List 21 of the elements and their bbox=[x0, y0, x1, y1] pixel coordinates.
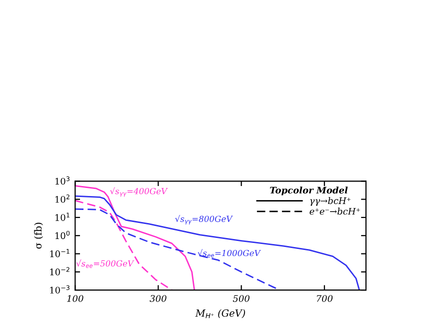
y-tick-label: 10$^{2}$ bbox=[55, 194, 70, 203]
x-tick-label: 500 bbox=[232, 295, 250, 302]
line-series bbox=[75, 195, 360, 290]
annotation: γγ→bcH⁺ bbox=[310, 197, 351, 206]
y-tick-label: 10$^{−2}$ bbox=[50, 267, 70, 276]
annotation: √s$_{ee}$=1000GeV bbox=[198, 249, 261, 258]
y-tick-label: 10$^{3}$ bbox=[55, 176, 70, 185]
y-tick-label: 10$^{−1}$ bbox=[50, 249, 70, 258]
y-tick-label: 10$^{−3}$ bbox=[50, 285, 70, 294]
annotation: e⁺e⁻→bcH⁺ bbox=[310, 208, 360, 215]
y-tick-label: 10$^{0}$ bbox=[55, 230, 70, 240]
annotation: √s$_{ee}$=500GeV bbox=[76, 260, 134, 268]
annotation: √s$_{γγ}$=400GeV bbox=[110, 187, 168, 197]
y-axis-title: σ (fb) bbox=[34, 222, 43, 249]
x-tick-label: 300 bbox=[150, 295, 166, 302]
x-axis-title: M$_{H⁺}$ (GeV) bbox=[195, 309, 246, 318]
y-tick-label: 10$^{1}$ bbox=[55, 212, 70, 221]
annotation: √s$_{γγ}$=800GeV bbox=[175, 215, 233, 224]
legend-title: Topcolor Model bbox=[270, 186, 348, 196]
x-tick-label: 100 bbox=[67, 295, 84, 302]
x-tick-label: 700 bbox=[316, 295, 333, 302]
